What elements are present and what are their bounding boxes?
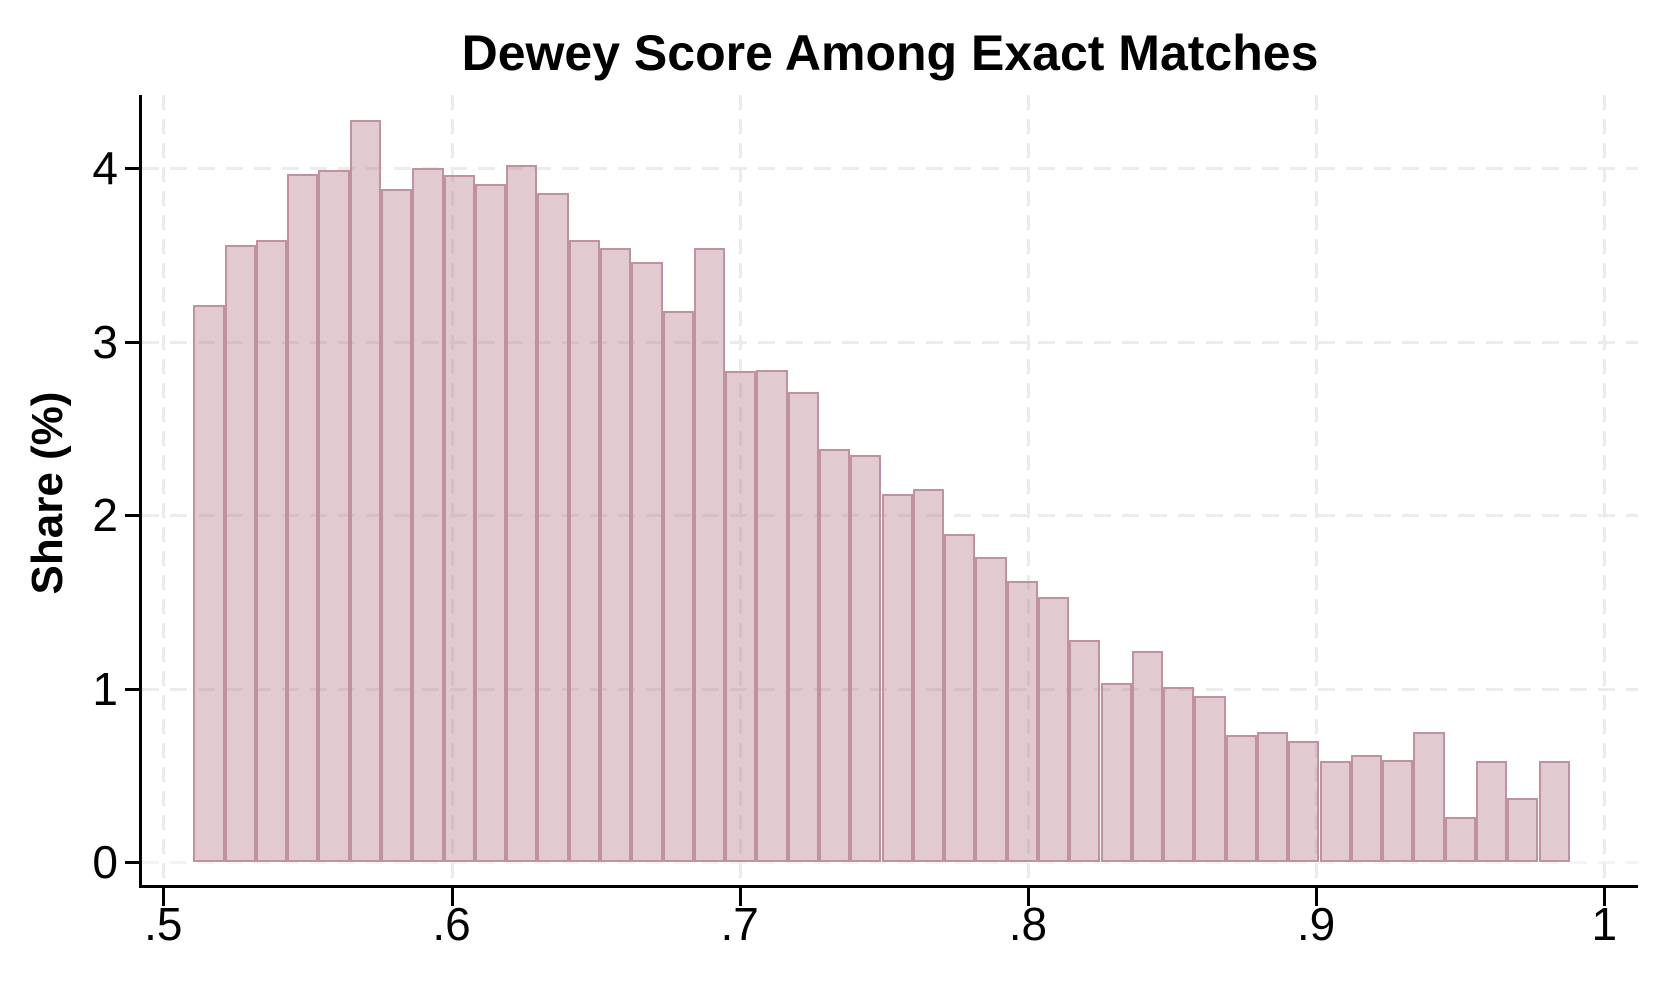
x-tick-mark: [1026, 888, 1030, 906]
histogram-bar: [1225, 735, 1257, 862]
histogram-bar: [1413, 732, 1445, 862]
histogram-bar: [255, 239, 288, 862]
histogram-bar: [944, 534, 976, 862]
x-gridline-.6: [450, 95, 454, 885]
histogram-bar: [1319, 761, 1351, 862]
x-tick-mark: [738, 888, 742, 906]
y-tick-label: 1: [92, 662, 118, 715]
histogram-bar: [506, 164, 538, 862]
y-tick-mark: [125, 340, 139, 344]
x-gridline-.8: [1026, 95, 1030, 885]
histogram-bar: [537, 192, 569, 862]
histogram-bar: [1194, 695, 1226, 862]
x-tick-mark: [1603, 888, 1607, 906]
histogram-bar: [381, 189, 413, 862]
x-tick-mark: [1315, 888, 1319, 906]
histogram-bar: [1288, 740, 1320, 862]
x-tick-label: .9: [1296, 898, 1336, 950]
y-tick-mark: [125, 167, 139, 171]
histogram-bar: [1350, 754, 1383, 862]
histogram-bar: [1382, 759, 1414, 862]
histogram-bar: [912, 489, 945, 862]
x-gridline-.7: [738, 95, 742, 885]
histogram-bar: [787, 392, 819, 862]
histogram-bar: [1507, 797, 1539, 862]
histogram-bar: [693, 248, 726, 862]
y-tick-label: 0: [92, 836, 118, 888]
histogram-bar: [412, 168, 444, 862]
histogram-bar: [1163, 686, 1195, 862]
histogram-bar: [224, 244, 256, 862]
histogram-bar: [975, 556, 1007, 862]
x-gridline-.5: [162, 95, 166, 885]
histogram-bar: [1444, 816, 1476, 862]
x-tick-label: .5: [144, 898, 183, 950]
y-gridline-2: [142, 514, 1638, 518]
chart-title: Dewey Score Among Exact Matches: [461, 25, 1319, 81]
histogram-bar: [1100, 683, 1132, 862]
x-tick-label: 1: [1591, 898, 1618, 950]
histogram-bar: [287, 173, 319, 862]
histogram-bar: [756, 369, 788, 862]
histogram-bar: [1256, 732, 1289, 862]
x-tick-label: .8: [1008, 898, 1048, 950]
histogram-bar: [1475, 761, 1508, 862]
histogram-bar: [568, 239, 600, 862]
y-axis-line: [139, 95, 142, 888]
histogram-bar: [631, 262, 663, 862]
y-tick-label: 3: [92, 315, 118, 368]
x-tick-mark: [450, 888, 454, 906]
histogram-bar: [1006, 581, 1038, 862]
x-gridline-1: [1603, 95, 1607, 885]
histogram-bar: [881, 494, 913, 862]
x-tick-mark: [162, 888, 166, 906]
y-tick-mark: [125, 687, 139, 691]
y-tick-label: 2: [92, 489, 118, 542]
y-gridline-1: [142, 687, 1638, 691]
x-tick-label: .6: [432, 898, 471, 950]
histogram-bar: [850, 454, 882, 862]
histogram-bar: [1538, 761, 1570, 862]
histogram-bar: [725, 371, 757, 862]
histogram-bar: [1131, 650, 1164, 862]
y-tick-mark: [125, 514, 139, 518]
y-gridline-0: [142, 861, 1638, 864]
y-gridline-3: [142, 340, 1638, 344]
y-gridline-4: [142, 167, 1638, 171]
plot-area: [142, 95, 1638, 885]
histogram-bar: [443, 175, 475, 862]
histogram-bar: [1037, 596, 1070, 862]
x-gridline-.9: [1315, 95, 1319, 885]
histogram-bar: [349, 119, 381, 862]
histogram-bar: [662, 310, 694, 862]
histogram-bar: [193, 305, 225, 862]
y-tick-mark: [125, 861, 139, 864]
histogram-bar: [318, 170, 350, 862]
y-tick-label: 4: [92, 142, 118, 195]
x-axis-line: [139, 885, 1638, 888]
histogram-bar: [1069, 640, 1101, 862]
x-tick-label: .7: [720, 898, 759, 950]
histogram-bar: [474, 184, 507, 862]
histogram-bar: [819, 449, 851, 862]
histogram-bar: [600, 248, 632, 862]
